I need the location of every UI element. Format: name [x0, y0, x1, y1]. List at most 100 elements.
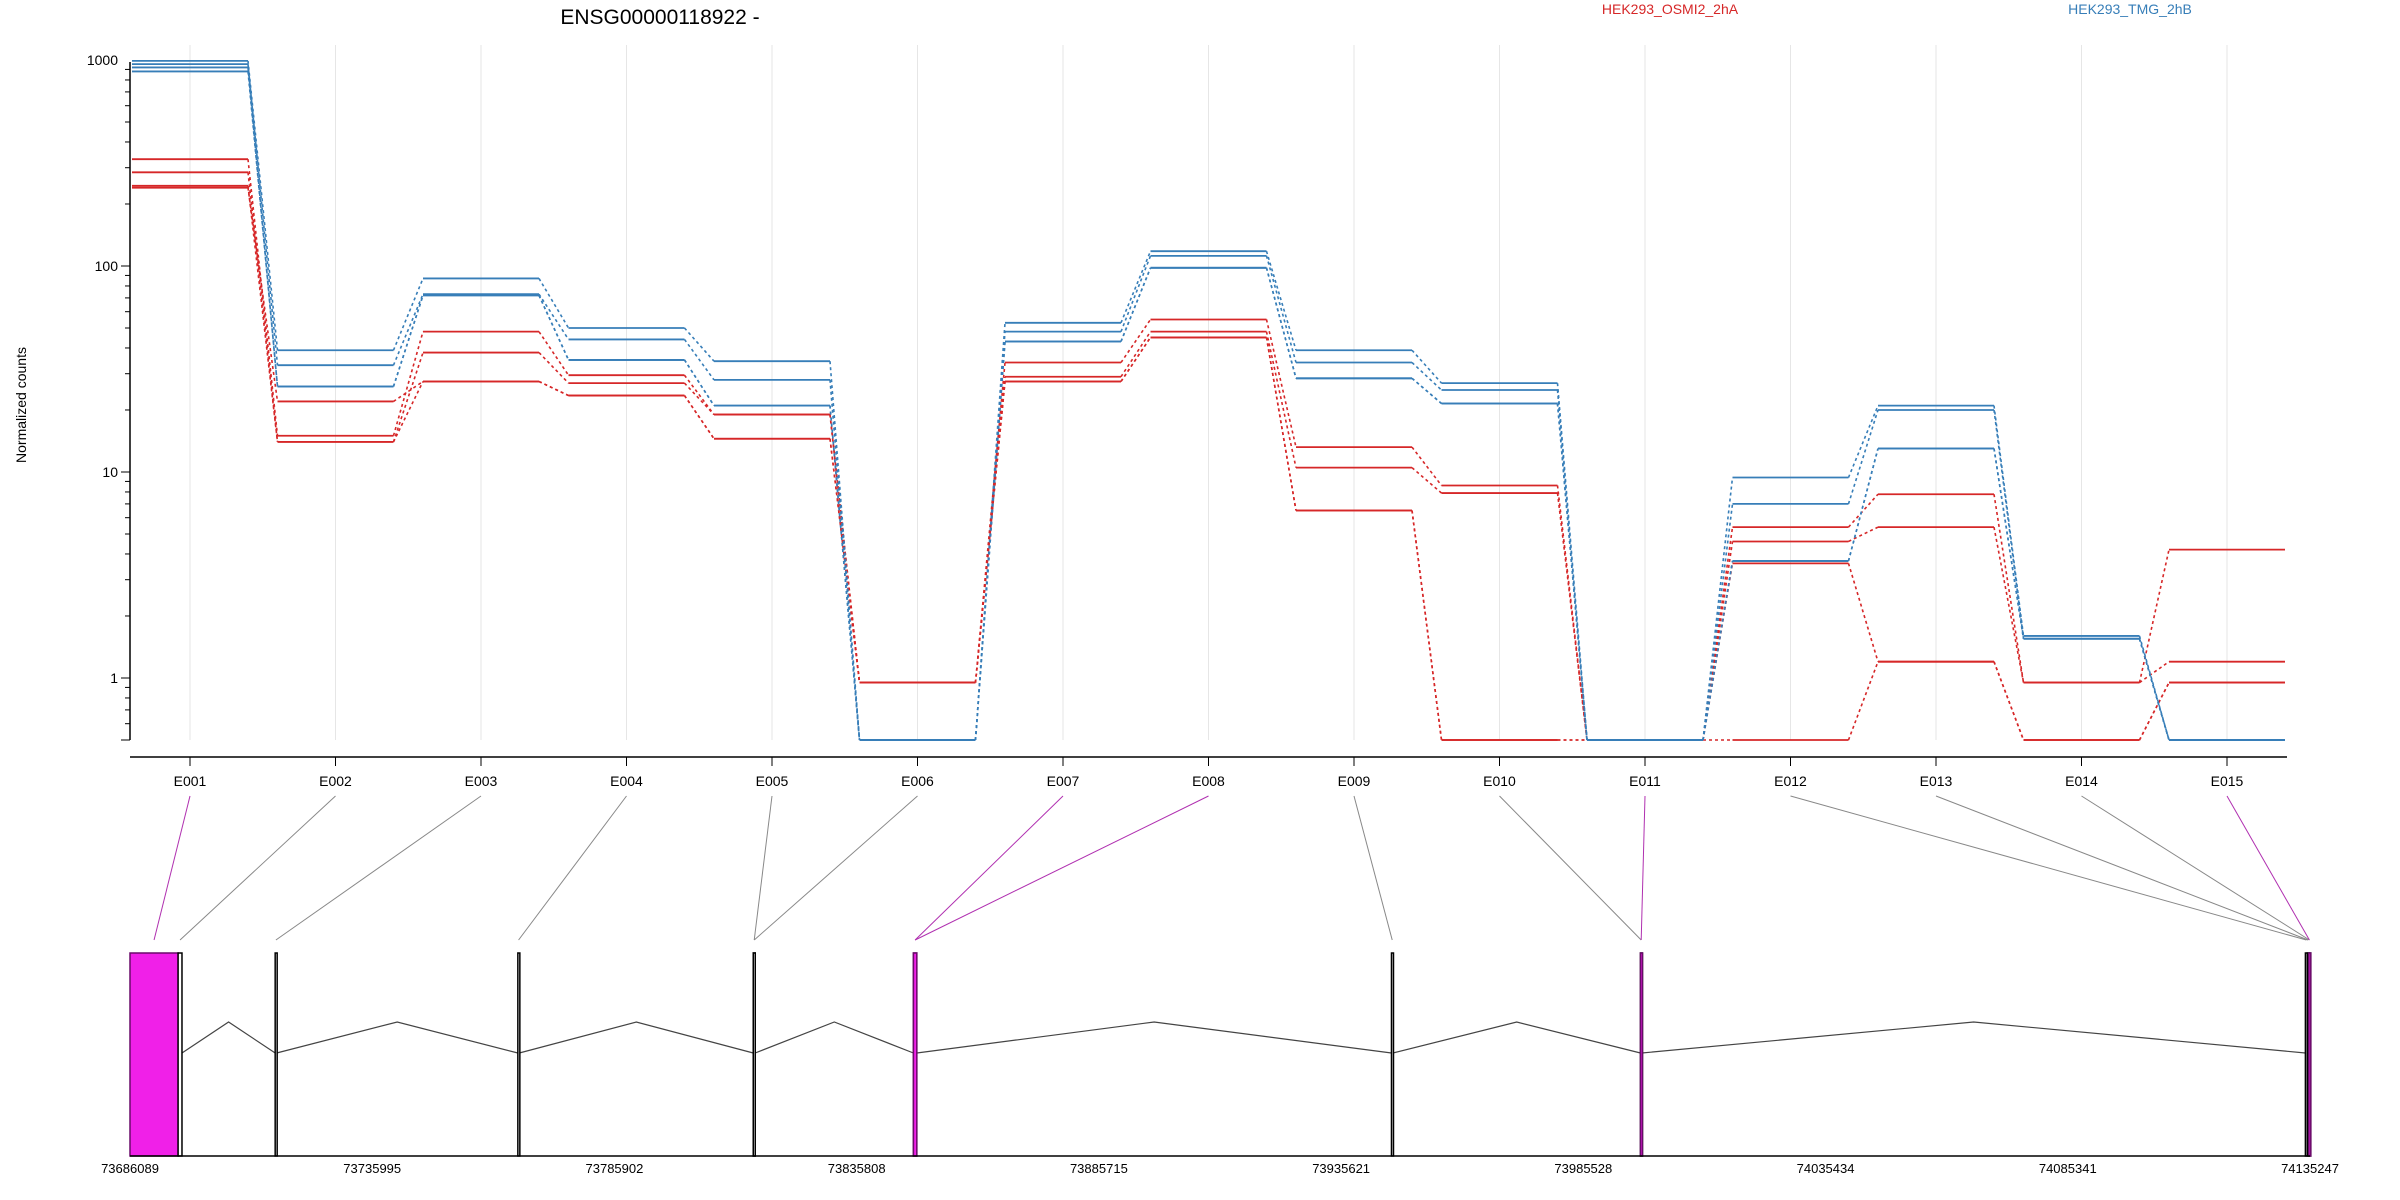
exon-transition — [1120, 250, 1152, 324]
data-lines — [132, 59, 2285, 741]
genomic-tick-label: 74085341 — [2039, 1161, 2097, 1176]
exon-transition — [2138, 682, 2170, 741]
x-tick-label: E002 — [319, 773, 352, 789]
exon-transition — [683, 395, 715, 440]
exon-box-e008 — [912, 952, 918, 1157]
y-tick-label: 10 — [102, 464, 118, 480]
exon-transition — [538, 352, 570, 384]
exon-transition — [829, 405, 861, 741]
exon-transition — [974, 341, 1006, 741]
connector-e011 — [1640, 795, 1646, 941]
connector-e005 — [753, 795, 773, 941]
x-tick-label: E006 — [901, 773, 934, 789]
exon-transition — [1120, 331, 1152, 378]
exon-box-e006 — [752, 952, 756, 1157]
x-tick-label: E008 — [1192, 773, 1225, 789]
connector-e014 — [2081, 795, 2310, 941]
exon-transition — [1993, 526, 2025, 683]
exon-transition — [538, 295, 570, 361]
chart-title: ENSG00000118922 - — [560, 6, 759, 29]
connector-e008 — [914, 795, 1209, 941]
y-tick-label: 1000 — [87, 52, 118, 68]
exon-transition — [1556, 492, 1588, 741]
connector-e010 — [1499, 795, 1642, 941]
exon-transition — [1120, 336, 1152, 382]
exon-transition — [1411, 446, 1443, 486]
x-tick-label: E013 — [1920, 773, 1953, 789]
exon-transition — [1848, 526, 1879, 543]
exon-transition — [1411, 510, 1443, 741]
intron — [519, 1021, 754, 1054]
exon-transition — [1411, 377, 1443, 405]
exon-transition — [1265, 255, 1297, 363]
exon-transition — [683, 382, 715, 416]
x-tick-label: E007 — [1047, 773, 1080, 789]
genomic-tick-label: 73835808 — [828, 1161, 886, 1176]
genomic-tick-label: 73686089 — [101, 1161, 159, 1176]
exon-transition — [1993, 494, 2025, 683]
connector-e012 — [1790, 795, 2307, 941]
exon-box-e001 — [129, 952, 179, 1157]
x-tick-label: E011 — [1629, 773, 1661, 789]
exon-transition — [538, 380, 569, 397]
exon-transition — [683, 359, 715, 407]
intron — [276, 1021, 518, 1054]
connector-e013 — [1935, 795, 2309, 941]
exon-transition — [538, 380, 569, 397]
intron — [754, 1021, 914, 1054]
exon-transition — [1993, 409, 2025, 639]
exon-transition — [392, 278, 424, 351]
exon-box-e011 — [1639, 952, 1644, 1157]
exon-transition — [392, 331, 424, 436]
intron — [181, 1021, 276, 1054]
legend-label-osmi2: HEK293_OSMI2_2hA — [1602, 1, 1739, 17]
connector-e009 — [1353, 795, 1393, 941]
exon-transition — [1411, 467, 1443, 494]
genomic-axis: 73686089 73735995 73785902 73835808 73885715… — [101, 1161, 2339, 1176]
genomic-tick-label: 73735995 — [343, 1161, 401, 1176]
exon-transition — [1265, 337, 1297, 511]
exon-transition — [1847, 448, 1879, 562]
exon-transition — [1265, 267, 1297, 379]
exon-transition — [1265, 331, 1297, 468]
exon-transition — [2138, 549, 2170, 683]
connector-e001 — [153, 795, 191, 941]
exon-transition — [247, 64, 279, 366]
genomic-tick-label: 74135247 — [2281, 1161, 2339, 1176]
x-tick-label: E009 — [1338, 773, 1371, 789]
y-axis: 1000 100 10 1 — [87, 52, 131, 741]
x-tick-label: E001 — [174, 773, 207, 789]
exon-box-e002 — [177, 952, 183, 1157]
exon-transition — [1265, 319, 1297, 448]
genomic-tick-label: 73985528 — [1554, 1161, 1612, 1176]
x-tick-label: E003 — [465, 773, 498, 789]
exon-transition — [1847, 661, 1879, 741]
exon-transition — [1993, 661, 2025, 741]
gene-model — [129, 952, 2312, 1157]
exon-transition — [1411, 349, 1443, 384]
exon-box-e003 — [274, 952, 278, 1157]
genomic-tick-label: 73885715 — [1070, 1161, 1128, 1176]
vertical-gridlines — [189, 45, 2228, 740]
y-tick-label: 100 — [95, 258, 119, 274]
connector-e004 — [518, 795, 627, 941]
exon-transition — [1702, 503, 1734, 741]
exon-transition — [683, 374, 715, 416]
exon-transition — [683, 327, 715, 362]
connector-e007 — [914, 795, 1064, 941]
intron — [916, 1021, 1392, 1054]
exon-transition — [1702, 560, 1734, 741]
exon-transition — [829, 379, 861, 741]
y-axis-label: Normalized counts — [13, 347, 29, 463]
exon-transition — [2138, 635, 2170, 741]
exon-transition — [683, 338, 715, 381]
exon-connectors — [153, 795, 2310, 941]
exon-transition — [974, 381, 1006, 683]
genomic-tick-label: 73785902 — [586, 1161, 644, 1176]
y-tick-label: 1 — [110, 670, 118, 686]
x-tick-label: E012 — [1774, 773, 1807, 789]
exon-box-e015 — [2308, 952, 2312, 1157]
exon-transition — [1993, 448, 2025, 639]
exon-transition — [2139, 661, 2170, 684]
